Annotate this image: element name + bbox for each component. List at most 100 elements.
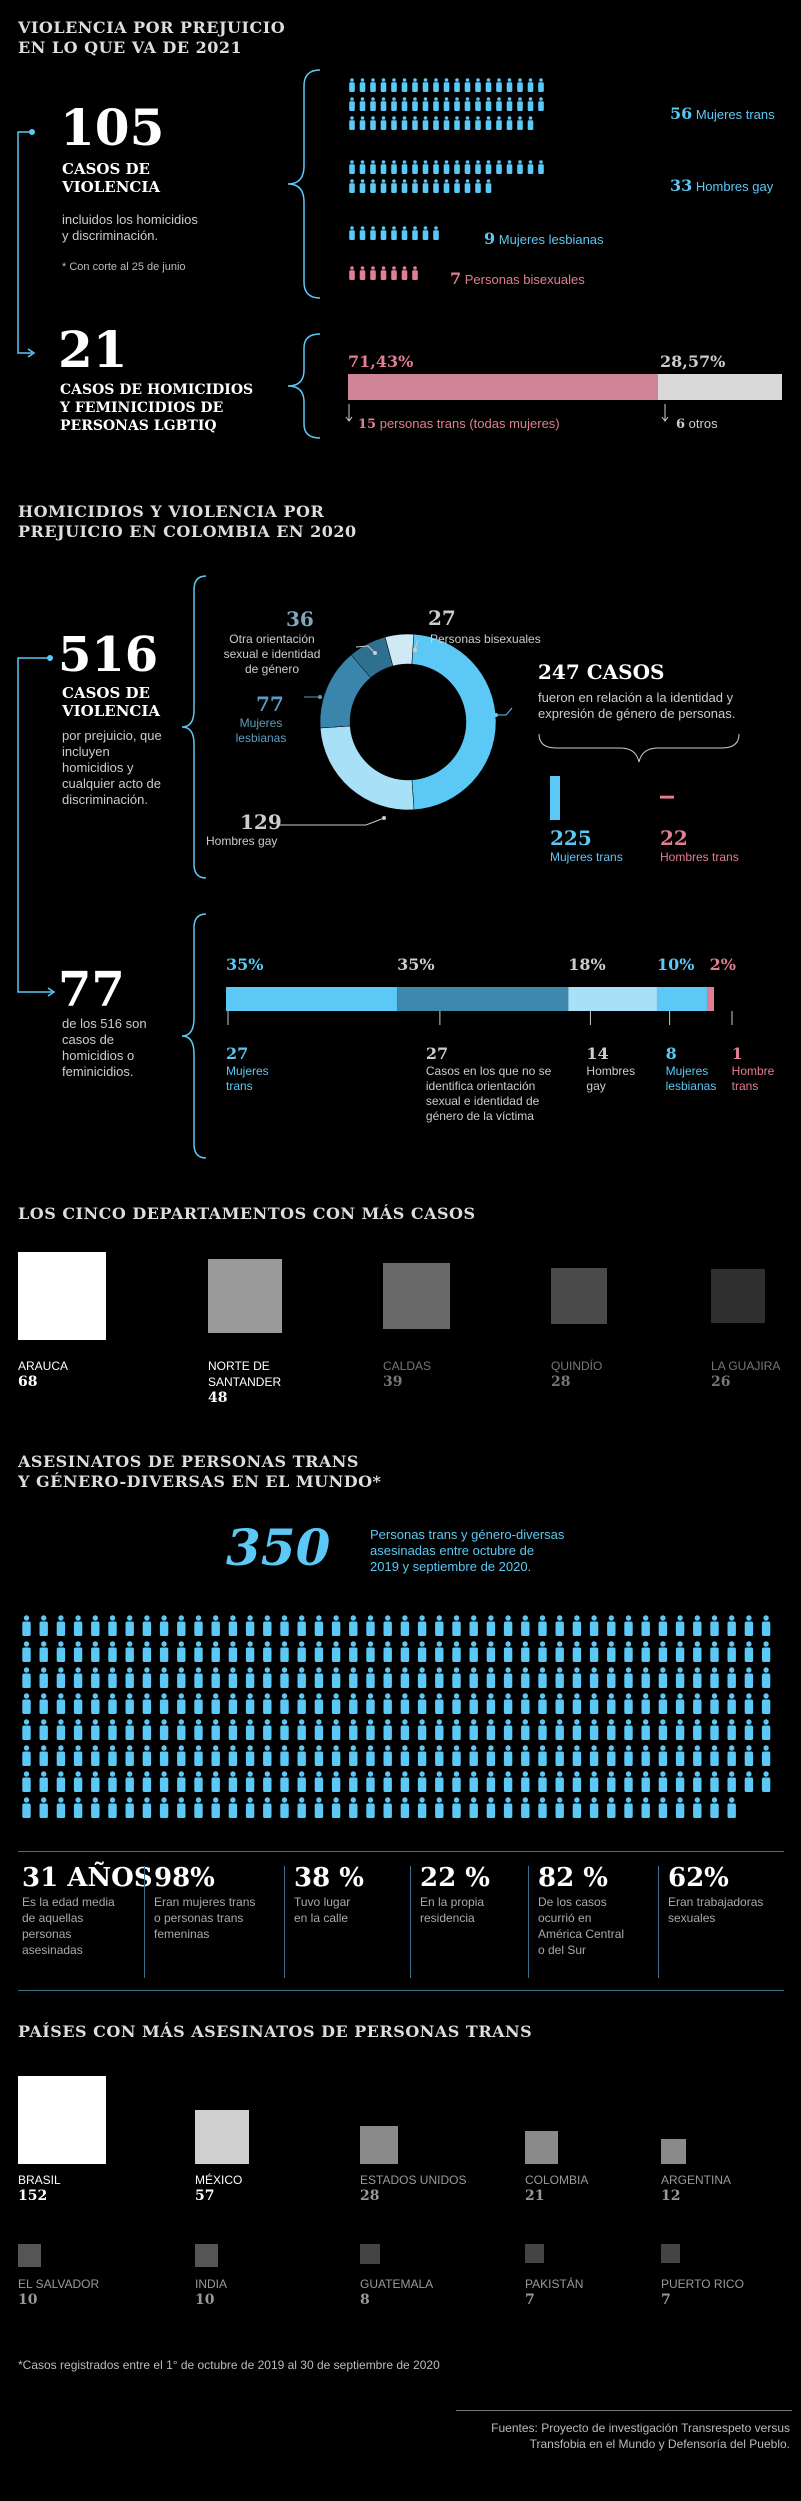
person-icon (412, 226, 418, 240)
person-icon (366, 1693, 375, 1714)
person-icon (297, 1693, 306, 1714)
stat-desc: América Central (538, 1927, 625, 1941)
country-name: ARGENTINA (661, 2173, 732, 2187)
pictogram-row-personas-bisexuales (347, 266, 487, 285)
gender-cases-bars (550, 776, 674, 820)
country-label: BRASIL 152 (18, 2172, 61, 2204)
person-icon (658, 1797, 668, 1818)
person-icon (263, 1745, 272, 1766)
stat-desc: personas (22, 1927, 72, 1941)
person-icon (675, 1719, 685, 1740)
gender-cases-desc: fueron en relación a la identidad y expre… (538, 690, 736, 721)
person-icon (589, 1667, 599, 1688)
person-icon (211, 1615, 220, 1636)
person-icon (383, 1745, 392, 1766)
person-icon (91, 1771, 100, 1792)
person-icon (761, 1641, 771, 1662)
person-icon (331, 1693, 341, 1714)
person-icon (359, 266, 366, 280)
person-icon (228, 1797, 238, 1818)
person-icon (263, 1641, 272, 1662)
person-icon (228, 1615, 238, 1636)
person-icon (521, 1797, 530, 1818)
bar-trans-women (550, 776, 560, 820)
person-icon (469, 1797, 478, 1818)
person-icon (521, 1641, 530, 1662)
person-icon (761, 1667, 771, 1688)
person-icon (211, 1771, 220, 1792)
person-icon (194, 1719, 203, 1740)
person-icon (56, 1797, 66, 1818)
country-square (195, 2244, 218, 2267)
person-icon (380, 160, 387, 174)
person-icon (228, 1667, 238, 1688)
person-icon (401, 226, 408, 240)
person-icon (142, 1745, 152, 1766)
person-icon (452, 1693, 461, 1714)
total-2020-number: 516 (58, 627, 159, 683)
country-value: 21 (525, 2188, 545, 2204)
person-icon (280, 1797, 289, 1818)
person-icon (56, 1745, 66, 1766)
department-label: NORTE DE SANTANDER 48 (208, 1358, 281, 1406)
person-icon (422, 116, 429, 130)
person-icon (658, 1641, 668, 1662)
person-icon (538, 1615, 547, 1636)
person-icon (517, 97, 523, 111)
person-icon (245, 1745, 255, 1766)
person-icon (370, 179, 376, 193)
person-icon (555, 1667, 564, 1688)
country-square (18, 2076, 106, 2164)
person-icon (159, 1615, 169, 1636)
person-icon (443, 179, 450, 193)
person-icon (383, 1667, 392, 1688)
person-icon (412, 116, 418, 130)
person-icon (142, 1771, 152, 1792)
person-icon (245, 1641, 255, 1662)
trans-women-count: 225 (550, 826, 592, 850)
person-icon (744, 1719, 754, 1740)
person-icon (297, 1771, 306, 1792)
country-value: 10 (195, 2292, 215, 2308)
homicide-pct: 18% (568, 955, 606, 974)
person-icon (359, 78, 366, 92)
homicide-label-line: Hombre (731, 1064, 775, 1078)
person-icon (693, 1771, 702, 1792)
person-icon (280, 1641, 289, 1662)
person-icon (73, 1641, 83, 1662)
person-icon (297, 1797, 306, 1818)
homicide-label-line: sexual e identidad de (425, 1094, 540, 1108)
person-icon (607, 1771, 616, 1792)
person-icon (469, 1615, 478, 1636)
person-icon (464, 116, 471, 130)
department-name: CALDAS (383, 1359, 432, 1373)
homicide-bar-segment (656, 987, 708, 1011)
person-icon (391, 266, 397, 280)
stat-value: 62% (668, 1863, 729, 1893)
person-icon (380, 226, 387, 240)
person-icon (400, 1615, 410, 1636)
person-icon (297, 1641, 306, 1662)
person-icon (417, 1641, 427, 1662)
person-icon (641, 1771, 650, 1792)
stat-separator (144, 1866, 145, 1978)
person-icon (228, 1719, 238, 1740)
person-icon (22, 1745, 31, 1766)
person-icon (194, 1667, 203, 1688)
person-icon (349, 1693, 358, 1714)
count-personas-bisexuales: 7 Personas bisexuales (450, 269, 585, 288)
homicides-2020-number: 77 (58, 962, 125, 1018)
person-icon (91, 1745, 100, 1766)
person-icon (391, 226, 397, 240)
country-name: BRASIL (18, 2173, 61, 2187)
stat-desc: Eran mujeres trans (154, 1895, 256, 1909)
country-square (18, 2244, 41, 2267)
person-icon (454, 179, 460, 193)
stats-row: 31 AÑOS Es la edad media de aquellas person… (18, 1862, 784, 1982)
person-icon (263, 1797, 272, 1818)
stat-value: 22 % (420, 1863, 490, 1893)
person-icon (280, 1745, 289, 1766)
trans-men-label: Hombres trans (660, 850, 739, 864)
split-left-label: 15 personas trans (todas mujeres) (358, 416, 560, 432)
stat-value: 31 AÑOS (22, 1863, 153, 1893)
